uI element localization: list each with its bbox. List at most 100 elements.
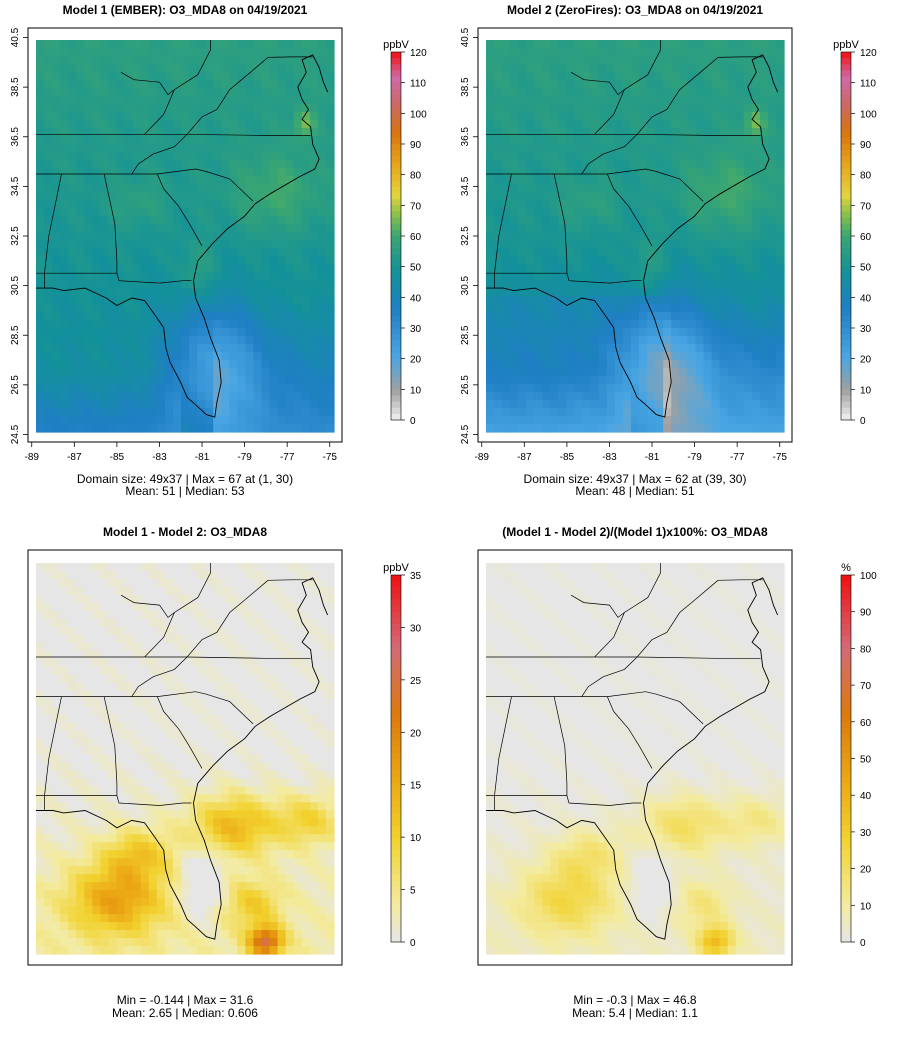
grid-cell [197,328,206,337]
grid-cell [486,424,495,433]
grid-cell [743,320,753,329]
grid-cell [301,770,311,780]
grid-cell [36,304,45,313]
grid-cell [132,586,142,596]
grid-cell [180,400,190,409]
grid-cell [277,610,287,620]
grid-cell [52,392,61,401]
grid-cell [679,312,688,321]
grid-cell [172,216,182,225]
grid-cell [92,184,102,193]
grid-cell [301,48,311,57]
grid-cell [735,96,745,105]
grid-cell [52,400,61,409]
grid-cell [743,72,753,81]
grid-cell [614,272,624,281]
grid-cell [711,384,721,393]
grid-cell [44,144,53,153]
grid-cell [719,224,729,233]
grid-cell [245,344,255,353]
grid-cell [156,144,166,153]
grid-cell [44,618,53,628]
grid-cell [108,136,118,145]
grid-cell [213,594,222,604]
grid-cell [671,136,680,145]
grid-cell [590,320,600,329]
grid-cell [221,690,230,700]
grid-cell [598,160,608,169]
grid-cell [180,416,190,425]
grid-cell [309,400,319,409]
grid-cell [253,400,263,409]
grid-cell [124,416,134,425]
grid-cell [663,288,672,297]
data-grid [36,563,335,955]
grid-cell [124,184,134,193]
lon-tick-label: -75 [323,452,338,463]
grid-cell [108,786,118,796]
grid-cell [156,216,166,225]
grid-cell [237,594,246,604]
grid-cell [197,320,206,329]
grid-cell [172,392,182,401]
grid-cell [590,400,600,409]
grid-cell [542,368,552,377]
grid-cell [84,176,93,185]
grid-cell [743,208,753,217]
grid-cell [622,240,632,249]
grid-cell [124,224,134,233]
grid-cell [622,424,632,433]
grid-cell [325,376,335,385]
grid-cell [719,160,729,169]
grid-cell [253,240,263,249]
grid-cell [68,192,77,201]
grid-cell [52,714,61,724]
grid-cell [293,152,303,161]
grid-cell [213,586,222,596]
grid-cell [164,360,174,369]
grid-cell [189,352,198,361]
grid-cell [189,714,198,724]
grid-cell [180,368,190,377]
grid-cell [293,666,303,676]
grid-cell [60,328,69,337]
grid-cell [518,336,527,345]
grid-cell [735,296,745,305]
grid-cell [558,264,568,273]
grid-cell [759,72,769,81]
grid-cell [197,48,206,57]
grid-cell [68,626,77,636]
grid-cell [44,586,53,596]
grid-cell [116,80,126,89]
grid-cell [269,80,279,89]
grid-cell [558,128,568,137]
grid-cell [132,272,142,281]
grid-cell [325,738,335,748]
grid-cell [197,312,206,321]
grid-cell [534,152,543,161]
grid-cell [68,336,77,345]
grid-cell [92,96,102,105]
grid-cell [735,392,745,401]
grid-cell [285,320,295,329]
grid-cell [622,216,632,225]
grid-cell [44,714,53,724]
grid-cell [253,120,263,129]
legend-swatch [391,389,401,396]
grid-cell [148,344,158,353]
grid-cell [221,368,230,377]
grid-cell [197,666,206,676]
grid-cell [301,594,311,604]
grid-cell [76,344,85,353]
grid-cell [317,778,327,788]
grid-cell [325,216,335,225]
grid-cell [245,778,255,788]
grid-cell [510,264,519,273]
grid-cell [655,232,664,241]
grid-cell [237,104,246,113]
grid-cell [703,376,713,385]
grid-cell [116,248,126,257]
grid-cell [751,416,761,425]
grid-cell [663,48,672,57]
grid-cell [205,40,214,49]
